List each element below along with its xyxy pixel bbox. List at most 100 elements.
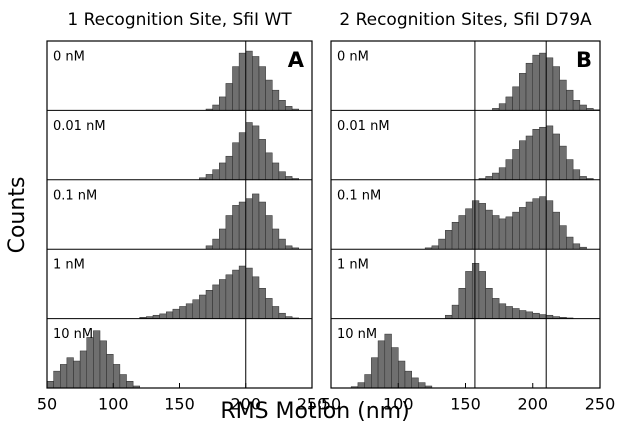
histogram-bar — [485, 209, 493, 250]
panel-title: 2 Recognition Sites, SfiI D79A — [339, 10, 592, 30]
histogram-bar — [505, 216, 513, 250]
histogram-bar — [559, 225, 567, 250]
series-label: 0 nM — [53, 50, 85, 65]
histogram-bar — [93, 330, 101, 389]
histogram-bar — [552, 66, 560, 111]
histogram-bar — [252, 56, 260, 111]
histogram-bar — [525, 135, 534, 181]
histogram-bar — [252, 193, 260, 250]
histogram-bar — [465, 208, 473, 250]
histogram-bar — [458, 215, 466, 250]
histogram-bar — [278, 171, 286, 181]
histogram-bar — [285, 106, 293, 111]
histogram-bar — [199, 294, 207, 319]
histogram-bar — [278, 100, 286, 111]
histogram-bar — [364, 374, 372, 389]
histogram-bar — [377, 340, 386, 389]
x-tick-label: 150 — [450, 395, 481, 414]
histogram-bar — [73, 360, 81, 389]
histogram-bar — [99, 340, 107, 389]
histogram-bar — [418, 382, 426, 389]
histogram-bar — [212, 104, 220, 111]
histogram-bar — [559, 145, 567, 181]
x-axis-label: RMS Motion (nm) — [220, 399, 409, 424]
x-tick-label: 50 — [37, 395, 57, 414]
histogram-bar — [357, 382, 365, 389]
histogram-bar — [519, 140, 527, 181]
histogram-bar — [492, 298, 500, 319]
histogram-bar — [404, 370, 412, 389]
histogram-bar — [525, 62, 534, 111]
histogram-bar — [172, 308, 180, 319]
histogram-bar — [272, 228, 280, 250]
histogram-bar — [106, 354, 114, 389]
histogram-bar — [232, 66, 240, 111]
histogram-bar — [552, 133, 560, 181]
histogram-bar — [219, 96, 227, 111]
histogram-bar — [53, 370, 61, 389]
histogram-bar — [519, 207, 527, 250]
histogram-bar — [238, 265, 246, 319]
histogram-bar — [465, 271, 473, 319]
histogram-bar — [232, 205, 240, 250]
histogram-bar — [278, 312, 286, 319]
histogram-bar — [458, 288, 466, 319]
histogram-bar — [265, 215, 273, 250]
histogram-bar — [285, 176, 293, 181]
histogram-bar — [512, 308, 520, 319]
histogram-bar — [478, 271, 486, 319]
histogram-bar — [566, 236, 574, 250]
histogram-bar — [258, 66, 266, 111]
histogram-bar — [219, 228, 227, 250]
panel-title: 1 Recognition Site, SfiI WT — [67, 10, 292, 30]
histogram-bar — [559, 79, 567, 111]
histogram-bar — [525, 201, 534, 250]
histogram-bar — [225, 83, 233, 111]
series-label: 0 nM — [337, 50, 369, 65]
histogram-bar — [225, 215, 233, 250]
series-label: 10 nM — [337, 327, 377, 342]
panel-letter: B — [576, 48, 592, 72]
histogram-bar — [485, 288, 493, 319]
histogram-bar — [238, 52, 246, 111]
x-tick-label: 100 — [98, 395, 129, 414]
histogram-bar — [438, 238, 446, 250]
histogram-bar — [539, 126, 547, 181]
histogram-bar — [445, 230, 453, 250]
x-tick-label: 250 — [585, 395, 616, 414]
histogram-bar — [46, 381, 54, 389]
histogram-bar — [179, 306, 187, 319]
histogram-bar — [519, 310, 527, 319]
panel-frame — [330, 40, 601, 389]
histogram-bar — [258, 288, 266, 319]
histogram-bar — [371, 357, 379, 389]
histogram-bar — [512, 211, 520, 250]
histogram-bar — [471, 200, 480, 250]
histogram-bar — [113, 364, 121, 389]
histogram-bar — [272, 306, 280, 319]
histogram-bar — [60, 364, 68, 389]
histogram-bar — [471, 263, 480, 319]
histogram-bar — [539, 52, 547, 111]
series-label: 0.1 nM — [53, 188, 97, 203]
histogram-bar — [505, 306, 513, 319]
histogram-bar — [166, 311, 174, 319]
histogram-bar — [498, 167, 507, 181]
histogram-bar — [192, 299, 200, 319]
histogram-bar — [532, 54, 540, 111]
histogram-bar — [265, 298, 273, 319]
histogram-bar — [285, 245, 293, 250]
histogram-bar — [478, 203, 486, 250]
histogram-bar — [252, 276, 260, 319]
x-tick-label: 250 — [297, 395, 328, 414]
histogram-bar — [278, 238, 286, 250]
histogram-bar — [185, 303, 193, 319]
histogram-bar — [505, 159, 513, 181]
histogram-bar — [384, 333, 392, 389]
x-tick-label: 200 — [517, 395, 548, 414]
histogram-bar — [532, 198, 540, 250]
histogram-bar — [126, 381, 134, 389]
histogram-bar — [258, 139, 266, 181]
histogram-bar — [572, 243, 581, 250]
x-tick-label: 200 — [230, 395, 261, 414]
